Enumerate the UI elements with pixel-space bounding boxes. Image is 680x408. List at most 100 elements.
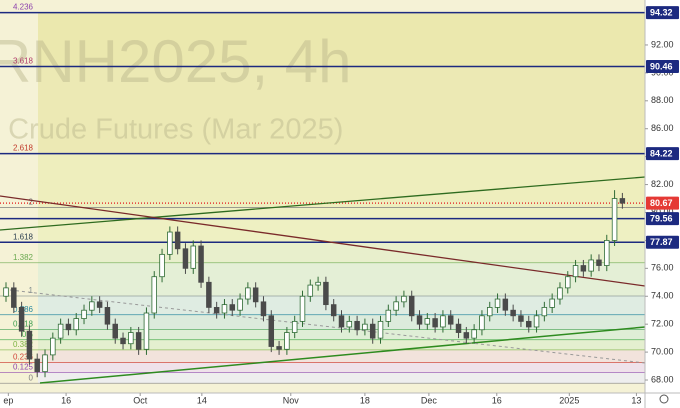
fib-zone: [38, 362, 645, 373]
fib-zone: [38, 66, 645, 154]
candle-body: [549, 298, 555, 308]
y-tick-label: 88.00: [651, 95, 674, 105]
candle-body: [112, 323, 118, 339]
candle-body: [471, 329, 477, 339]
x-tick-label: Nov: [283, 395, 300, 405]
candle-body: [260, 301, 267, 317]
candle-body: [572, 265, 579, 278]
candle-body: [11, 287, 17, 308]
fib-zone: [38, 12, 645, 67]
candle-body: [393, 301, 399, 311]
candle-body: [284, 332, 290, 350]
candle-body: [565, 276, 571, 289]
candle-body: [385, 309, 392, 322]
x-tick-label: Dec: [421, 395, 438, 405]
y-tick-label: 76.00: [651, 263, 674, 273]
candle-body: [18, 307, 25, 332]
candle-body: [73, 318, 79, 331]
price-label-box: [646, 212, 679, 226]
y-tick-label: 86.00: [651, 123, 674, 133]
candle-body: [362, 323, 368, 331]
candle-body: [198, 245, 204, 283]
fib-zone: [38, 349, 645, 363]
fib-label: 0.236: [13, 353, 34, 362]
x-tick-label: ep: [3, 395, 13, 405]
candle-body: [557, 287, 563, 300]
candle-body: [486, 307, 493, 317]
fib-label: 0: [29, 373, 34, 382]
candle-body: [143, 312, 150, 350]
fib-zone: [38, 329, 645, 340]
y-tick-label: 74.00: [651, 291, 674, 301]
candle-body: [510, 309, 516, 317]
fib-label: 3.618: [13, 57, 34, 66]
candle-body: [619, 198, 626, 204]
y-tick-label: 70.00: [651, 346, 674, 356]
candle-body: [3, 287, 9, 297]
price-label: 79.56: [650, 214, 673, 224]
candle-body: [104, 307, 111, 325]
fib-zone: [38, 153, 645, 208]
candle-body: [369, 323, 376, 339]
candle-body: [245, 287, 251, 300]
x-tick-label: 2025: [559, 395, 579, 405]
x-tick-label: 16: [492, 395, 502, 405]
candle-body: [377, 320, 384, 339]
candle-body: [588, 259, 594, 272]
candle-body: [533, 315, 540, 328]
candle-body: [463, 332, 470, 339]
candle-body: [174, 231, 181, 250]
candle-body: [299, 295, 306, 322]
price-label: 90.46: [650, 61, 673, 71]
candle-body: [221, 304, 228, 314]
candle-body: [50, 337, 56, 356]
candle-body: [237, 298, 243, 311]
x-tick-label: 16: [61, 395, 71, 405]
candle-body: [128, 332, 134, 345]
fib-zone: [38, 262, 645, 296]
candle-body: [330, 304, 337, 317]
candle-body: [323, 281, 329, 306]
candle-body: [596, 259, 602, 266]
price-label: 94.32: [650, 7, 673, 17]
symbol-watermark: RNH2025, 4h: [0, 28, 352, 95]
candle-body: [354, 320, 360, 331]
fib-zone: [38, 339, 645, 350]
fib-label: 1: [29, 286, 34, 295]
candle-body: [229, 304, 236, 311]
candle-body: [167, 231, 173, 255]
candle-body: [307, 284, 314, 297]
candle-body: [541, 307, 548, 317]
price-label: 80.67: [650, 198, 673, 208]
fib-zone: [38, 372, 645, 384]
price-label-box: [646, 196, 679, 210]
y-tick-label: 68.00: [651, 374, 674, 384]
trend-line: [9, 289, 646, 364]
candle-body: [424, 318, 431, 325]
fib-label: 0.125: [13, 362, 34, 371]
fib-label: 2.618: [13, 144, 34, 153]
settings-icon[interactable]: [659, 394, 669, 404]
candle-body: [26, 330, 33, 360]
candle-body: [401, 295, 407, 303]
candle-body: [416, 315, 423, 325]
candle-body: [268, 315, 275, 347]
price-label-box: [646, 235, 679, 249]
y-tick-label: 82.00: [651, 179, 674, 189]
fib-label: 1.382: [13, 253, 34, 262]
candle-body: [604, 240, 610, 266]
trend-line: [0, 176, 646, 231]
candle-body: [190, 245, 196, 269]
candle-body: [494, 298, 501, 308]
y-tick-label: 80.00: [651, 207, 674, 217]
candle-body: [96, 301, 103, 308]
candle-body: [447, 315, 454, 325]
candle-body: [89, 301, 95, 311]
fib-zone: [38, 295, 645, 315]
trend-line: [39, 326, 646, 384]
candle-body: [42, 354, 48, 373]
candle-body: [252, 287, 259, 303]
candle-body: [611, 198, 618, 241]
candle-body: [479, 315, 485, 331]
